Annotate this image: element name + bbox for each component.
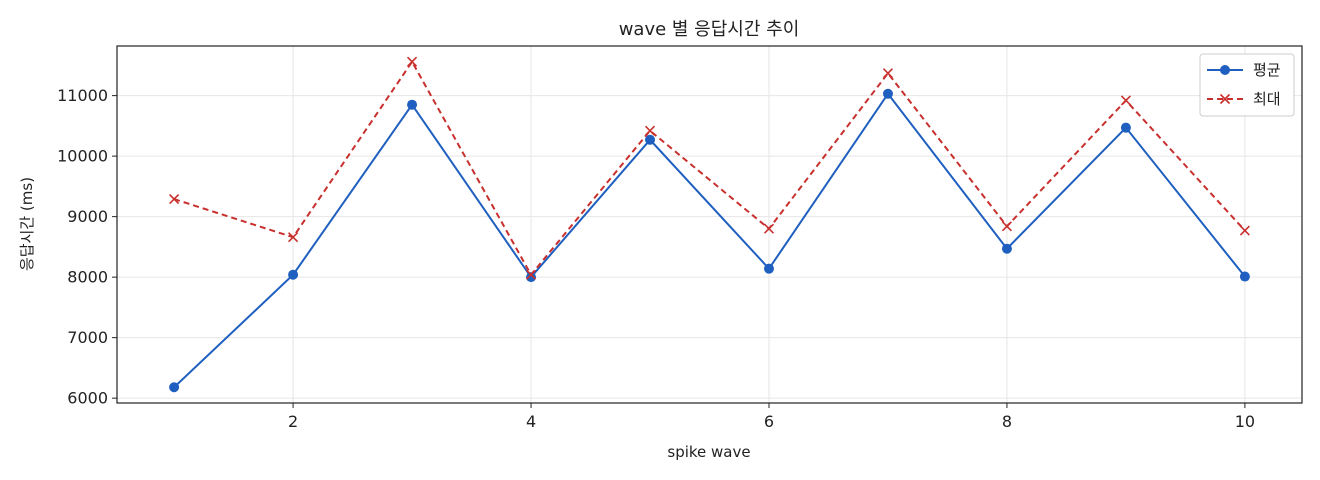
x-axis-label: spike wave [667, 443, 750, 461]
data-point [406, 56, 418, 67]
y-tick-label: 7000 [67, 328, 108, 347]
legend-label: 최대 [1253, 90, 1281, 108]
x-tick-label: 2 [288, 412, 298, 431]
y-tick-label: 10000 [57, 147, 108, 166]
data-point [763, 223, 775, 234]
x-tick-label: 10 [1235, 412, 1255, 431]
data-point [169, 382, 180, 393]
chart-title: wave 별 응답시간 추이 [619, 19, 800, 40]
data-point [1239, 225, 1250, 236]
grid-lines [117, 46, 1302, 403]
x-tick-label: 4 [526, 412, 536, 431]
x-tick-label: 6 [764, 412, 774, 431]
y-tick-label: 6000 [67, 389, 108, 408]
series-maximum [169, 56, 1250, 280]
y-tick-label: 8000 [67, 268, 108, 287]
data-point [644, 125, 656, 136]
data-point [526, 272, 537, 283]
data-point [525, 269, 537, 280]
series-line [173, 92, 1246, 388]
series-line [173, 59, 1246, 277]
data-point [169, 194, 180, 205]
data-point [1120, 122, 1131, 133]
legend-marker [1220, 65, 1230, 75]
plot-frame [116, 45, 1303, 404]
axes: 2 4 6 8 10 6000 7000 8000 9000 10000 11000 [57, 86, 1255, 431]
data-point [1001, 221, 1013, 232]
data-point [288, 232, 299, 243]
data-point [1001, 243, 1012, 254]
data-point [1239, 271, 1250, 282]
data-point [645, 134, 656, 145]
data-point [882, 88, 893, 99]
y-tick-label: 11000 [57, 86, 108, 105]
plot-series [169, 56, 1250, 393]
data-point [763, 263, 774, 274]
data-point [1120, 95, 1131, 106]
y-axis-label: 응답시간 (ms) [18, 177, 36, 271]
x-tick-label: 8 [1002, 412, 1012, 431]
data-point [288, 269, 299, 280]
series-average [169, 88, 1250, 393]
data-point [882, 68, 894, 79]
legend-marker [1219, 93, 1231, 105]
legend-label: 평균 [1253, 61, 1281, 79]
y-tick-label: 9000 [67, 207, 108, 226]
data-point [407, 99, 418, 110]
